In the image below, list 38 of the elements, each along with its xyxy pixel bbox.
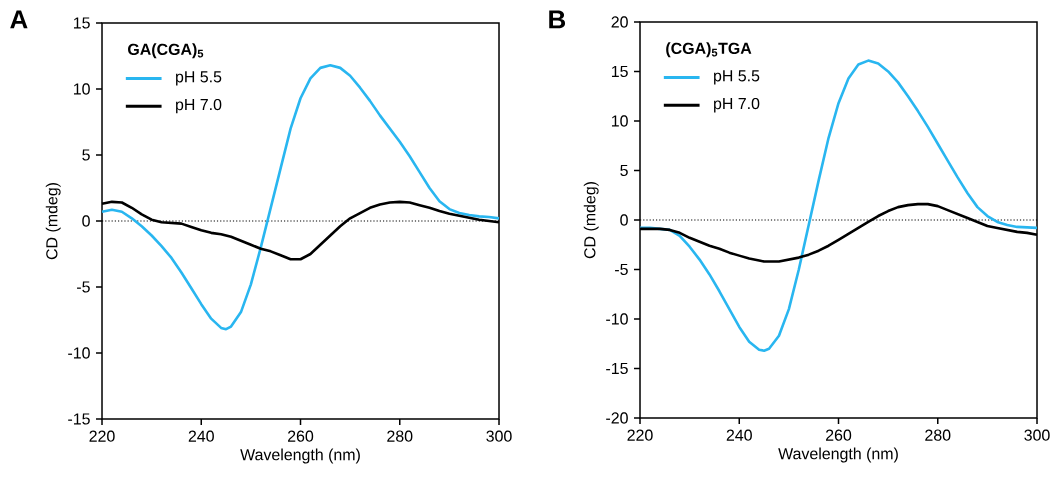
- y-tick-label: 20: [611, 16, 628, 28]
- y-tick-label: 0: [620, 214, 628, 226]
- text: B: [549, 10, 566, 29]
- x-tick-label: 280: [925, 429, 951, 441]
- x-tick-label: 300: [486, 430, 512, 442]
- y-tick-label: 5: [620, 164, 628, 177]
- x-tick-label: 300: [1024, 429, 1050, 441]
- legend-title: (CGA)$_{5}$TGA: [666, 42, 752, 58]
- legend-label: pH 5.5: [176, 71, 222, 86]
- x-tick-label: 280: [387, 430, 413, 442]
- y-tick-label: -15: [606, 362, 628, 375]
- y-tick-label: -15: [68, 413, 90, 425]
- y-tick-label: 5: [82, 149, 90, 161]
- x-tick-label: 220: [89, 430, 115, 442]
- x-tick-label: 220: [627, 429, 653, 441]
- x-tick-label: 240: [188, 430, 214, 442]
- y-axis-title: CD (mdeg): [583, 182, 599, 259]
- y-tick-label: -5: [615, 263, 628, 276]
- y-tick-label: -10: [606, 313, 628, 325]
- text: A: [10, 10, 28, 29]
- y-tick-label: 10: [611, 115, 628, 127]
- y-tick-label: -5: [77, 281, 90, 293]
- x-tick-label: 260: [288, 430, 314, 442]
- y-tick-label: 15: [73, 17, 90, 29]
- x-tick-label: 240: [726, 429, 752, 441]
- x-tick-label: 260: [826, 429, 852, 441]
- y-tick-label: -10: [68, 347, 90, 359]
- x-axis-title: Wavelength (nm): [240, 448, 360, 464]
- legend-title: GA(CGA)$_{5}$: [128, 43, 204, 59]
- legend-label: pH 7.0: [714, 97, 760, 113]
- y-tick-label: 10: [73, 83, 90, 95]
- y-tick-label: 15: [611, 65, 628, 78]
- x-axis-title: Wavelength (nm): [778, 447, 898, 463]
- y-tick-label: 0: [82, 215, 90, 227]
- y-axis-title: CD (mdeg): [45, 183, 61, 260]
- legend-label: pH 7.0: [176, 98, 222, 114]
- y-tick-label: -20: [606, 412, 628, 424]
- legend-label: pH 5.5: [714, 70, 760, 85]
